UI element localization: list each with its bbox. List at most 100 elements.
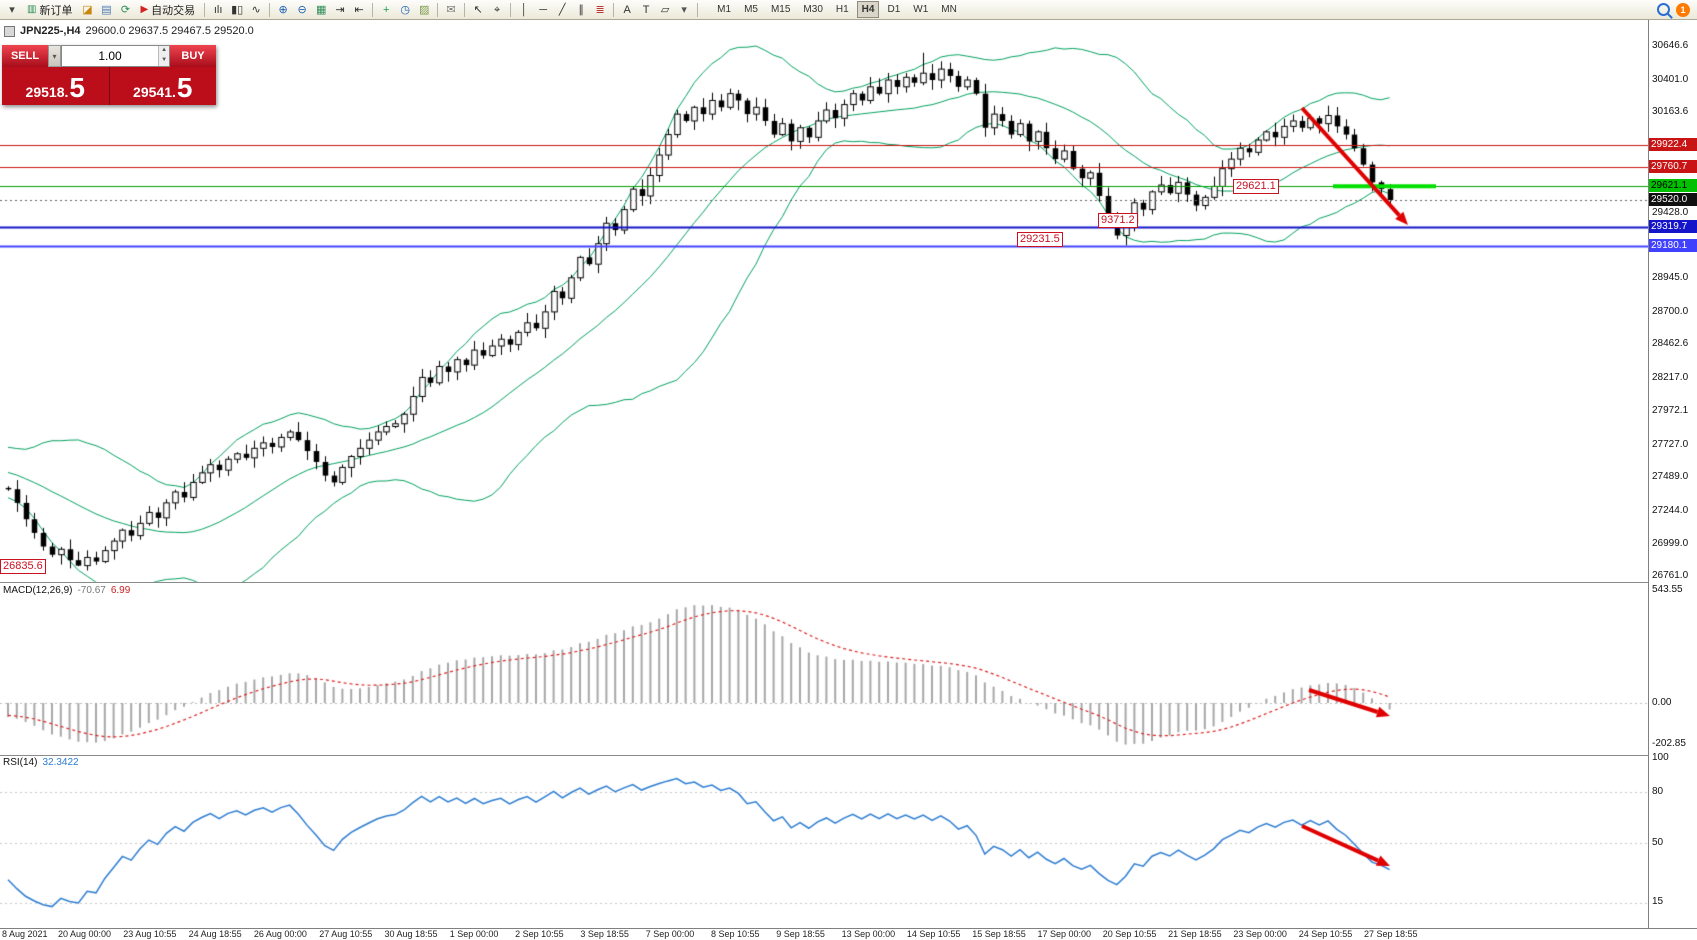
toolbar-separator	[510, 2, 512, 17]
new-order-icon: ▥	[27, 4, 37, 15]
toolbar-button-label: 自动交易	[151, 4, 196, 17]
indicators-icon[interactable]: +	[382, 3, 390, 16]
macd-axis-label: 543.55	[1652, 584, 1683, 595]
chart-window-icon[interactable]: ◪	[82, 3, 93, 16]
channel-icon[interactable]: ∥	[578, 3, 584, 16]
one-click-trading-panel: SELL ▾ ▲ ▼ BUY 29518. 5 29541. 5	[2, 45, 216, 105]
price-axis-tick: 30163.6	[1652, 106, 1689, 118]
market-watch-icon[interactable]: ▤	[101, 3, 112, 16]
shapes-icon[interactable]: ▱	[660, 3, 670, 16]
buy-price[interactable]: 29541. 5	[133, 72, 193, 103]
notification-badge[interactable]: 1	[1676, 2, 1690, 17]
templates-icon[interactable]: ▨	[418, 3, 430, 16]
price-axis-tick: 27489.0	[1652, 471, 1689, 483]
time-axis-label: 23 Aug 10:55	[123, 929, 177, 939]
timeframe-mn[interactable]: MN	[941, 4, 957, 15]
price-annotation-label[interactable]: 29231.5	[1017, 232, 1063, 247]
time-axis-label: 17 Sep 00:00	[1037, 929, 1092, 939]
toolbar: ▾ ▥ 新订单 ◪ ▤ ⟳ ▶ 自动交易 ılı ▮▯ ∿ ⊕ ⊖ ▦ ⇥ ⇤ + ◷ ▨ ✉ ↖ ⌖ │ ─ ╱ ∥ ≣ A T ▱ ▾ M…	[0, 0, 1697, 20]
toolbar-separator	[464, 2, 466, 17]
horizontal-line-icon[interactable]: ─	[539, 3, 548, 16]
auto-trading-icon: ▶	[140, 4, 149, 15]
time-axis-label: 9 Sep 18:55	[776, 929, 825, 939]
zoom-in-icon[interactable]: ⊕	[278, 3, 288, 16]
timeframe-m15[interactable]: M15	[770, 4, 791, 15]
macd-axis-label: -202.85	[1652, 738, 1686, 749]
timeframe-m1[interactable]: M1	[717, 4, 732, 15]
periods-icon[interactable]: ◷	[400, 3, 410, 16]
price-line-label: 29319.7	[1649, 220, 1697, 234]
cursor-icon[interactable]: ↖	[473, 3, 483, 16]
price-axis-tick: 26761.0	[1652, 570, 1689, 582]
time-axis-label: 24 Sep 10:55	[1298, 929, 1353, 939]
price-annotation-label[interactable]: 9371.2	[1098, 213, 1138, 228]
line-chart-icon[interactable]: ∿	[251, 3, 261, 16]
price-axis-tick: 30646.6	[1652, 40, 1689, 52]
vertical-line-icon[interactable]: │	[520, 3, 528, 16]
chart-shift-icon[interactable]: ⇤	[354, 3, 364, 16]
time-axis[interactable]: 8 Aug 2021 20 Aug 00:00 23 Aug 10:55 24 Aug…	[0, 928, 1697, 940]
crosshair-icon[interactable]: ⌖	[494, 3, 501, 16]
rsi-axis-label: 15	[1652, 896, 1664, 907]
price-axis[interactable]: 30646.6 30401.0 30163.6 29428.0 28945.0 28700…	[1648, 20, 1697, 928]
new-order-caret-icon[interactable]: ▾	[9, 3, 15, 16]
timeframe-m5[interactable]: M5	[744, 4, 758, 15]
candlestick-chart-icon[interactable]: ▮▯	[231, 3, 244, 16]
volume-dropdown-caret[interactable]: ▾	[48, 45, 61, 67]
price-axis-tick: 28945.0	[1652, 272, 1689, 284]
quick-trade-controls: SELL ▾ ▲ ▼ BUY	[2, 45, 216, 67]
price-axis-tick: 27244.0	[1652, 504, 1689, 516]
price-annotation-label[interactable]: 26835.6	[0, 559, 46, 574]
rsi-indicator-label: RSI(14) 32.3422	[3, 757, 79, 768]
price-axis-tick: 27972.1	[1652, 405, 1689, 417]
timeframe-h1[interactable]: H1	[835, 4, 849, 15]
grid-icon[interactable]: ▦	[315, 3, 327, 16]
volume-input[interactable]	[62, 46, 159, 66]
time-axis-label: 26 Aug 00:00	[253, 929, 307, 939]
envelope-icon[interactable]: ✉	[446, 3, 456, 16]
text-label-icon[interactable]: T	[642, 3, 650, 16]
auto-scroll-icon[interactable]: ⇥	[335, 3, 345, 16]
time-axis-label: 8 Sep 10:55	[711, 929, 760, 939]
shapes-caret-icon[interactable]: ▾	[681, 3, 687, 16]
time-axis-label: 20 Aug 00:00	[58, 929, 112, 939]
volume-increase-button[interactable]: ▲	[159, 46, 169, 56]
time-axis-label: 27 Sep 18:55	[1364, 929, 1418, 939]
sell-button[interactable]: SELL	[2, 45, 48, 67]
rsi-axis-label: 80	[1652, 786, 1664, 797]
auto-trading-button[interactable]: ▶ 自动交易	[135, 2, 200, 18]
volume-spinner: ▲ ▼	[158, 46, 169, 66]
time-axis-label: 1 Sep 00:00	[449, 929, 499, 939]
chart-window-icon	[4, 25, 15, 37]
buy-button[interactable]: BUY	[170, 45, 216, 67]
zoom-out-icon[interactable]: ⊖	[297, 3, 307, 16]
timeframe-d1[interactable]: D1	[887, 4, 901, 15]
search-icon[interactable]	[1657, 3, 1670, 16]
bar-chart-icon[interactable]: ılı	[213, 3, 223, 16]
time-axis-label: 30 Aug 18:55	[384, 929, 438, 939]
timeframe-m30[interactable]: M30	[803, 4, 823, 15]
rsi-axis-label: 50	[1652, 837, 1664, 848]
price-axis-tick: 29428.0	[1652, 206, 1689, 218]
macd-pane-divider[interactable]	[0, 582, 1697, 583]
rsi-pane-divider[interactable]	[0, 755, 1697, 756]
time-axis-label: 2 Sep 10:55	[515, 929, 564, 939]
refresh-icon[interactable]: ⟳	[120, 3, 131, 16]
trendline-icon[interactable]: ╱	[558, 3, 566, 16]
fibonacci-icon[interactable]: ≣	[595, 3, 605, 16]
price-annotation-label[interactable]: 29621.1	[1233, 179, 1279, 194]
toolbar-separator	[269, 2, 271, 17]
timeframe-h4[interactable]: H4	[856, 1, 880, 18]
timeframe-w1[interactable]: W1	[913, 4, 929, 15]
time-axis-label: 21 Sep 18:55	[1168, 929, 1222, 939]
sell-price[interactable]: 29518. 5	[2, 67, 110, 105]
toolbar-separator	[204, 2, 206, 17]
new-order-button[interactable]: ▥ 新订单	[22, 2, 77, 18]
price-line-label: 29520.0	[1649, 193, 1697, 207]
text-icon[interactable]: A	[623, 3, 631, 16]
volume-decrease-button[interactable]: ▼	[159, 56, 169, 66]
toolbar-separator	[613, 2, 615, 17]
price-axis-tick: 26999.0	[1652, 537, 1689, 549]
toolbar-separator	[437, 2, 439, 17]
